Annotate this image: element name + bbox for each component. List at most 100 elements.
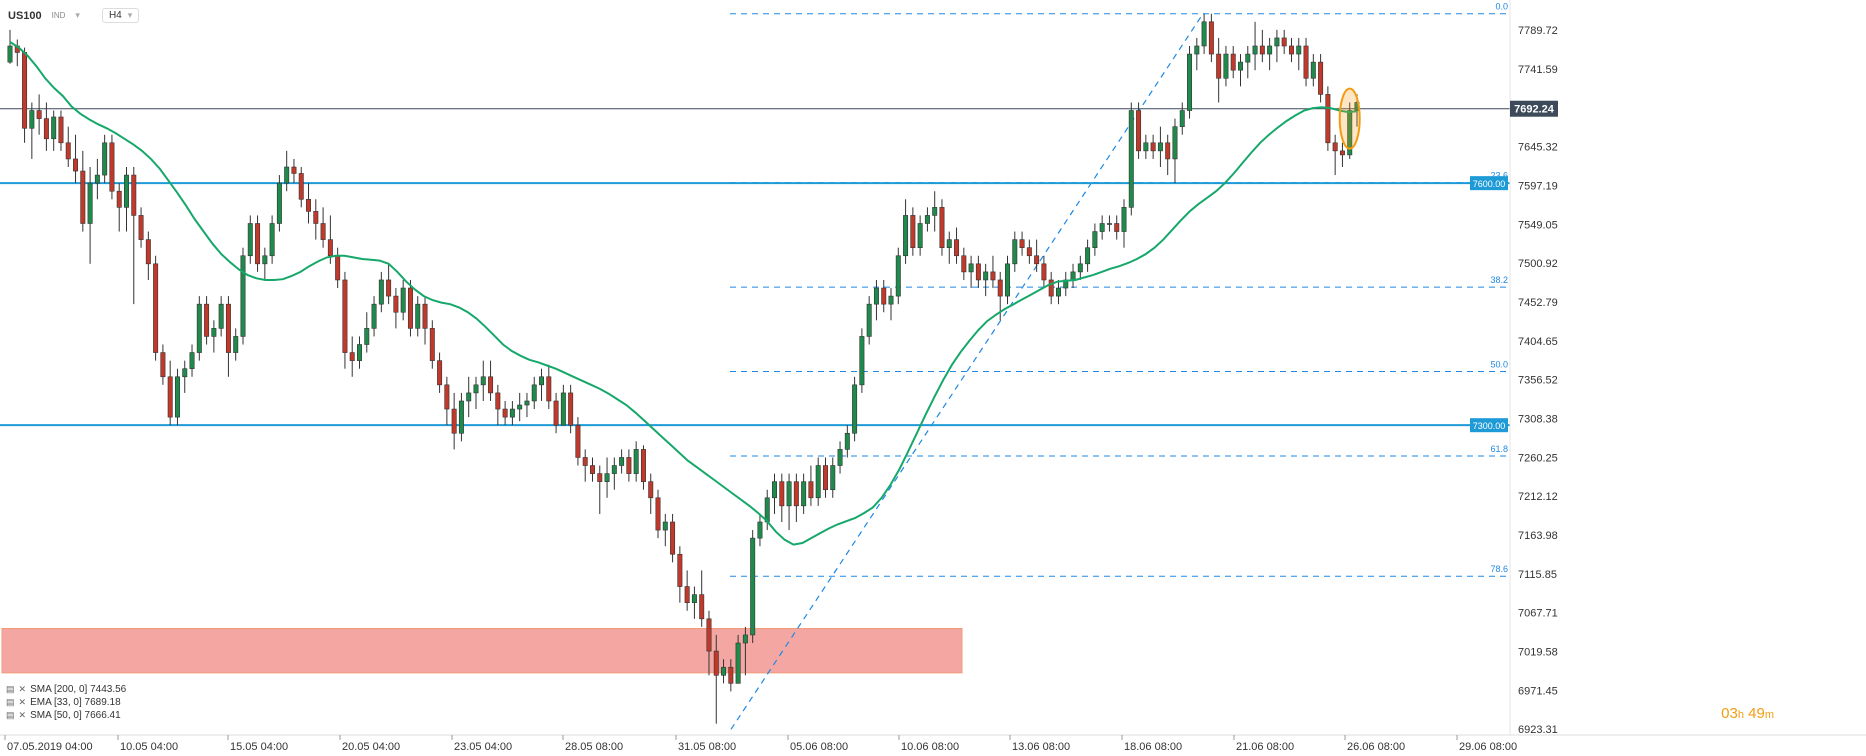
bull-candle [480, 376, 486, 386]
y-tick-label: 7597.19 [1518, 180, 1558, 192]
chevron-down-icon[interactable]: ▾ [75, 10, 80, 20]
y-tick-label: 7789.72 [1518, 25, 1558, 37]
bear-candle [1332, 142, 1338, 152]
bear-candle [342, 279, 348, 353]
bull-candle [378, 279, 384, 305]
x-tick-label: 21.06 08:00 [1236, 741, 1294, 753]
bull-candle [866, 303, 872, 337]
chevron-down-icon: ▾ [127, 10, 133, 20]
bear-candle [975, 263, 981, 281]
x-tick-label: 07.05.2019 04:00 [7, 741, 93, 753]
bull-candle [51, 116, 57, 140]
bull-candle [895, 255, 901, 297]
y-tick-label: 7163.98 [1518, 530, 1558, 542]
x-tick-label: 29.06 08:00 [1459, 741, 1517, 753]
bull-candle [1347, 110, 1353, 156]
bear-candle [575, 424, 581, 458]
bear-candle [393, 295, 399, 313]
bear-candle [488, 376, 494, 394]
countdown-hours-unit: h [1737, 709, 1744, 721]
x-tick-label: 05.06 08:00 [790, 741, 848, 753]
indicator-row[interactable]: ▤ ✕ SMA [200, 0] 7443.56 [6, 683, 126, 696]
bear-candle [1048, 279, 1054, 297]
bull-candle [757, 521, 763, 539]
bull-candle [196, 303, 202, 353]
bear-candle [1303, 45, 1309, 79]
bear-candle [1026, 247, 1032, 257]
settings-icon[interactable]: ▤ [6, 710, 15, 720]
indicator-label: SMA [50, 0] 7666.41 [30, 710, 121, 721]
indicator-label: EMA [33, 0] 7689.18 [30, 697, 121, 708]
level-price-tag [1470, 176, 1508, 191]
bear-candle [429, 328, 435, 361]
x-tick-label: 23.05 04:00 [454, 741, 512, 753]
bear-candle [502, 408, 508, 418]
bear-candle [451, 408, 457, 434]
bear-candle [640, 449, 646, 482]
close-icon[interactable]: ✕ [18, 684, 27, 694]
bull-candle [903, 215, 909, 257]
close-icon[interactable]: ✕ [18, 697, 27, 707]
bear-candle [116, 190, 122, 208]
y-tick-label: 7356.52 [1518, 375, 1558, 387]
bull-candle [611, 465, 617, 474]
bear-candle [939, 207, 945, 248]
bull-candle [662, 521, 668, 531]
bear-candle [713, 650, 719, 676]
timeframe-selector[interactable]: H4 ▾ [101, 8, 140, 23]
bear-candle [626, 457, 632, 474]
countdown-minutes-unit: m [1764, 709, 1774, 721]
bear-candle [65, 142, 71, 160]
bear-candle [648, 481, 654, 499]
bear-candle [553, 400, 559, 426]
fib-level-label: 61.8 [1490, 444, 1508, 454]
bear-candle [138, 215, 144, 240]
y-tick-label: 6971.45 [1518, 685, 1558, 697]
support-zone [1, 628, 963, 674]
bear-candle [699, 594, 705, 620]
bull-candle [531, 384, 537, 402]
y-tick-label: 7308.38 [1518, 413, 1558, 425]
settings-icon[interactable]: ▤ [6, 684, 15, 694]
level-price-tag [1470, 418, 1508, 433]
indicator-row[interactable]: ▤ ✕ SMA [50, 0] 7666.41 [6, 709, 126, 722]
indicator-row[interactable]: ▤ ✕ EMA [33, 0] 7689.18 [6, 696, 126, 709]
bear-candle [36, 110, 42, 119]
bull-candle [262, 255, 268, 265]
settings-icon[interactable]: ▤ [6, 697, 15, 707]
bull-candle [189, 352, 195, 370]
fib-level-label: 38.2 [1490, 275, 1508, 285]
y-tick-label: 7260.25 [1518, 452, 1558, 464]
y-tick-label: 7404.65 [1518, 336, 1558, 348]
bull-candle [1012, 239, 1018, 265]
fib-level-label: 50.0 [1490, 360, 1508, 370]
bull-candle [772, 481, 777, 499]
bull-candle [1172, 126, 1178, 160]
bull-candle [94, 174, 100, 184]
close-icon[interactable]: ✕ [18, 710, 27, 720]
bull-candle [560, 392, 566, 426]
bear-candle [80, 170, 86, 224]
y-tick-label: 7019.58 [1518, 646, 1558, 658]
bull-candle [1099, 223, 1105, 232]
bear-candle [961, 255, 967, 273]
bull-candle [750, 537, 756, 636]
fib-level-label: 23.6 [1490, 171, 1508, 181]
bear-candle [495, 392, 501, 410]
bull-candle [983, 271, 989, 281]
bull-candle [458, 400, 464, 434]
bear-candle [422, 303, 428, 329]
bear-candle [167, 376, 173, 418]
bear-candle [954, 239, 960, 257]
x-tick-label: 10.06 08:00 [901, 741, 959, 753]
x-tick-label: 31.05 08:00 [678, 741, 736, 753]
symbol-name[interactable]: US100 [8, 9, 42, 22]
bear-candle [822, 465, 828, 491]
bull-candle [1310, 61, 1316, 79]
bear-candle [160, 352, 166, 378]
bear-candle [597, 473, 603, 482]
x-tick-label: 13.06 08:00 [1012, 741, 1070, 753]
bull-candle [1252, 45, 1258, 55]
bear-candle [1208, 21, 1214, 55]
